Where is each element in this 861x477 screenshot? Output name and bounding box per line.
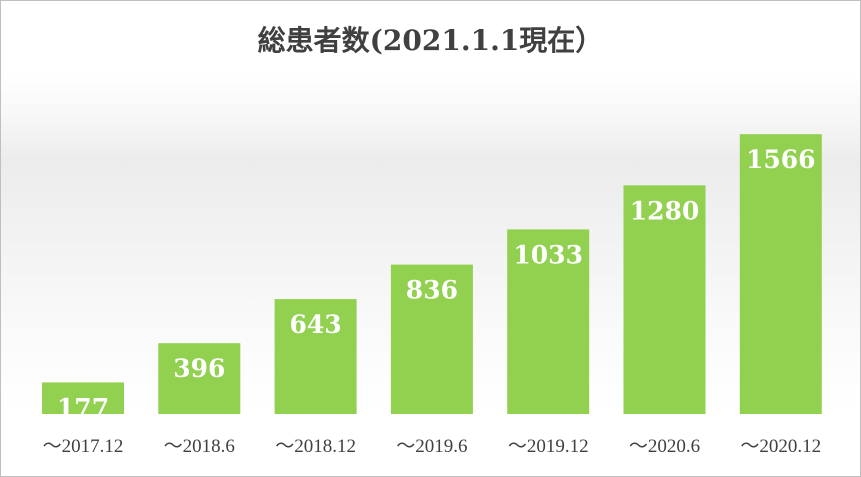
tick-label-5: ～2020.6 — [629, 436, 700, 457]
tick-label-6: ～2020.12 — [740, 436, 821, 457]
chart-title: 総患者数(2021.1.1現在） — [257, 24, 604, 57]
bar-2 — [274, 299, 357, 414]
tick-label-4: ～2019.12 — [508, 436, 589, 457]
tick-label-2: ～2018.12 — [275, 436, 356, 457]
tick-label-1: ～2018.6 — [164, 436, 235, 457]
data-label-4: 1033 — [513, 240, 583, 269]
bar-3 — [390, 264, 473, 414]
data-label-5: 1280 — [630, 196, 700, 225]
bar-0 — [42, 382, 124, 414]
bar-6 — [739, 134, 822, 414]
data-label-0: 177 — [57, 393, 109, 422]
data-label-1: 396 — [173, 354, 225, 383]
bar-5 — [623, 185, 706, 414]
bar-1 — [158, 343, 241, 414]
data-label-3: 836 — [406, 276, 458, 305]
data-label-2: 643 — [290, 310, 342, 339]
tick-label-0: ～2017.12 — [43, 436, 124, 457]
data-label-6: 1566 — [746, 145, 816, 174]
tick-label-3: ～2019.6 — [396, 436, 467, 457]
bar-4 — [507, 229, 590, 414]
